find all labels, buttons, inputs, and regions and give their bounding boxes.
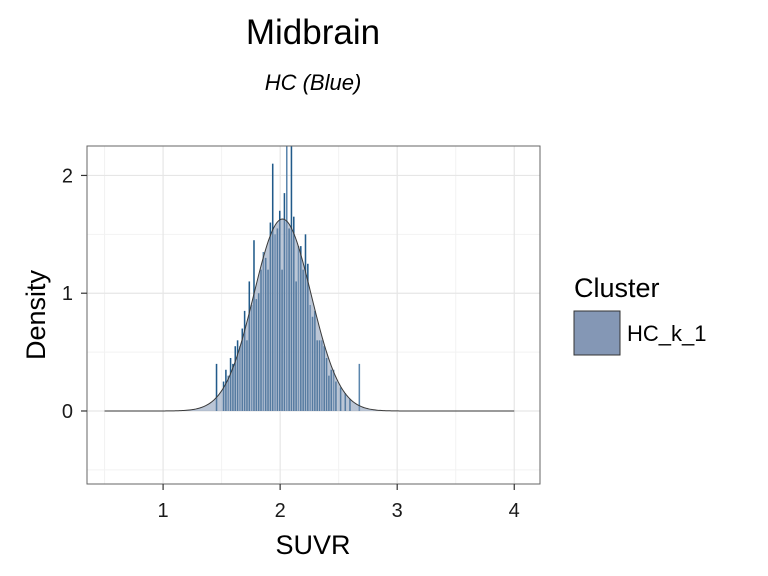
x-tick-label: 3 bbox=[392, 500, 403, 522]
density-line bbox=[104, 218, 515, 412]
legend-key-hc-k-1 bbox=[573, 310, 621, 356]
legend-label-hc-k-1: HC_k_1 bbox=[627, 321, 706, 346]
plot-area: 1 2 3 4 0 1 2 bbox=[62, 145, 541, 522]
y-tick-label: 1 bbox=[62, 283, 73, 305]
chart-title: Midbrain bbox=[246, 13, 380, 52]
x-tick-label: 4 bbox=[509, 500, 520, 522]
y-tick-label: 0 bbox=[62, 401, 73, 423]
legend-title: Cluster bbox=[574, 273, 660, 303]
chart-subtitle: HC (Blue) bbox=[265, 70, 362, 95]
y-tick-label: 2 bbox=[62, 165, 73, 187]
histogram-bar bbox=[358, 363, 361, 411]
x-axis-label: SUVR bbox=[275, 530, 350, 560]
x-tick-label: 2 bbox=[275, 500, 286, 522]
y-axis-label: Density bbox=[21, 269, 51, 360]
density-area bbox=[104, 219, 515, 411]
panel-border bbox=[86, 145, 541, 485]
legend: Cluster HC_k_1 bbox=[573, 273, 706, 356]
x-tick-label: 1 bbox=[158, 500, 169, 522]
histogram-bar bbox=[215, 363, 218, 411]
